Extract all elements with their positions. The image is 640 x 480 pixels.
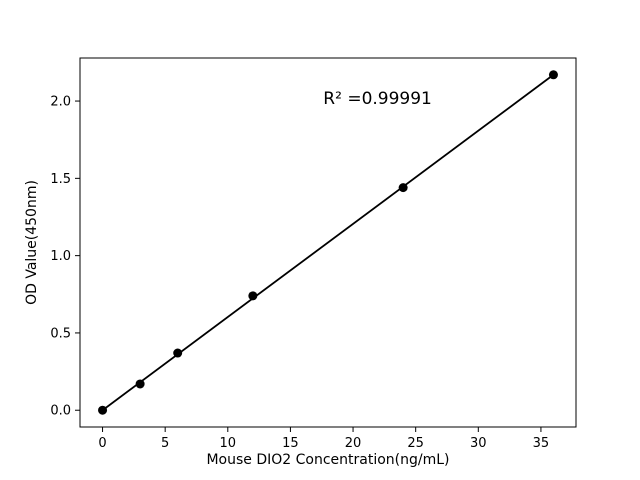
x-tick-label: 10 [220,436,237,451]
r-squared-annotation: R² =0.99991 [323,89,432,109]
fit-line [102,74,554,411]
data-point [248,291,258,301]
y-tick-label: 1.0 [50,249,71,264]
x-tick-label: 20 [345,436,362,451]
x-tick-label: 30 [470,436,487,451]
y-axis-label: OD Value(450nm) [24,180,40,305]
x-tick-label: 0 [98,436,106,451]
data-point [135,379,145,389]
x-tick-label: 5 [161,436,169,451]
x-axis-label: Mouse DIO2 Concentration(ng/mL) [206,452,449,468]
y-tick-label: 1.5 [50,172,71,187]
x-tick-label: 35 [533,436,550,451]
y-tick-label: 0.0 [50,404,71,419]
y-tick-label: 0.5 [50,326,71,341]
x-tick-label: 15 [282,436,299,451]
data-point [173,348,183,358]
plot-spines [79,57,577,428]
data-point [398,183,408,193]
data-point [98,405,108,415]
data-point [548,70,558,80]
x-tick-label: 25 [407,436,424,451]
y-tick-label: 2.0 [50,95,71,110]
